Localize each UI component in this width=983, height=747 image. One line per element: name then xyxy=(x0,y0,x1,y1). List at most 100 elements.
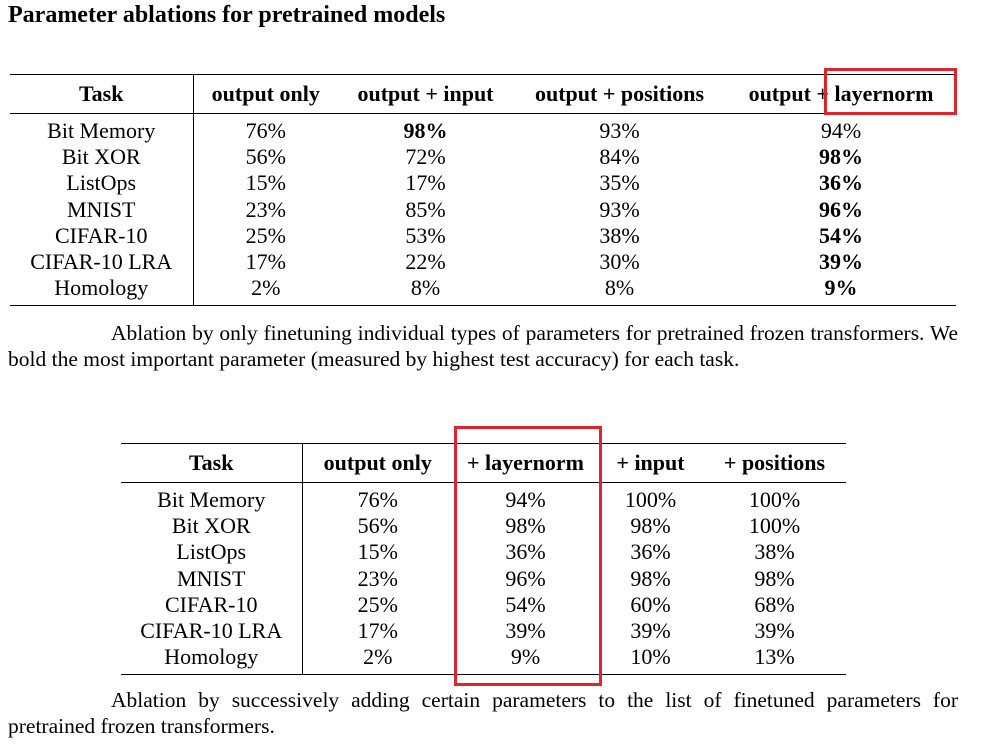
accuracy-cell: 100% xyxy=(624,487,677,512)
column-header-task: Task xyxy=(121,443,303,483)
accuracy-cell: 9% xyxy=(510,644,541,670)
accuracy-cell: 38% xyxy=(754,539,795,565)
task-name-cell: MNIST xyxy=(10,196,194,223)
accuracy-cell: 2% xyxy=(363,644,393,670)
accuracy-cell: 17% xyxy=(357,618,398,644)
column-header-output-positions: output + positions xyxy=(534,81,705,106)
accuracy-cell: 39% xyxy=(505,618,546,644)
table-row: Bit Memory 76% 98% 93% 94% xyxy=(10,113,956,145)
task-name-cell: ListOps xyxy=(121,539,303,566)
accuracy-cell: 98% xyxy=(754,565,795,591)
accuracy-cell: 76% xyxy=(357,487,398,512)
table-row: CIFAR-10 25% 54% 60% 68% xyxy=(121,591,846,619)
table-row: Bit XOR 56% 72% 84% 98% xyxy=(10,144,956,171)
table-row: CIFAR-10 LRA 17% 39% 39% 39% xyxy=(121,618,846,645)
accuracy-cell: 8% xyxy=(410,275,441,301)
accuracy-cell: 25% xyxy=(245,222,286,248)
accuracy-cell: 96% xyxy=(819,196,863,222)
accuracy-cell: 98% xyxy=(505,513,546,539)
accuracy-cell: 56% xyxy=(357,513,398,539)
accuracy-cell: 10% xyxy=(630,644,671,670)
accuracy-cell: 38% xyxy=(599,222,640,248)
accuracy-cell: 93% xyxy=(599,196,640,222)
accuracy-cell: 30% xyxy=(599,249,640,275)
table-header-row: Task output only + layernorm + input + p… xyxy=(121,443,846,483)
accuracy-cell: 35% xyxy=(599,170,640,196)
accuracy-cell: 22% xyxy=(405,249,446,275)
accuracy-cell: 9% xyxy=(824,275,858,301)
task-name-cell: Bit XOR xyxy=(10,144,194,171)
column-header-layernorm: + layernorm xyxy=(466,450,584,475)
table-row: Homology 2% 9% 10% 13% xyxy=(121,644,846,675)
accuracy-cell: 85% xyxy=(405,196,446,222)
table-row: Bit Memory 76% 94% 100% 100% xyxy=(121,482,846,514)
accuracy-cell: 13% xyxy=(754,644,795,670)
table-row: ListOps 15% 36% 36% 38% xyxy=(121,539,846,566)
accuracy-cell: 94% xyxy=(820,118,862,143)
accuracy-cell: 23% xyxy=(245,196,286,222)
accuracy-cell: 93% xyxy=(599,118,640,143)
accuracy-cell: 39% xyxy=(754,618,795,644)
accuracy-cell: 84% xyxy=(599,144,640,170)
table-row: CIFAR-10 LRA 17% 22% 30% 39% xyxy=(10,249,956,276)
task-name-cell: CIFAR-10 LRA xyxy=(10,249,194,276)
table-row: MNIST 23% 96% 98% 98% xyxy=(121,565,846,592)
ablation-table-individual: Task output only output + input output +… xyxy=(10,74,956,306)
highlight-box-layernorm-column xyxy=(454,426,602,686)
accuracy-cell: 68% xyxy=(754,591,795,617)
table-caption: Ablation by successively adding certain … xyxy=(8,688,958,738)
table-row: Homology 2% 8% 8% 9% xyxy=(10,275,956,306)
accuracy-cell: 36% xyxy=(630,539,671,565)
accuracy-cell: 15% xyxy=(357,539,398,565)
accuracy-cell: 56% xyxy=(245,144,286,170)
accuracy-cell: 98% xyxy=(403,118,448,143)
accuracy-cell: 2% xyxy=(251,275,281,301)
column-header-output-layernorm: output + layernorm xyxy=(748,81,934,106)
table-row: Bit XOR 56% 98% 98% 100% xyxy=(121,513,846,540)
table-row: MNIST 23% 85% 93% 96% xyxy=(10,196,956,223)
task-name-cell: ListOps xyxy=(10,170,194,197)
accuracy-cell: 100% xyxy=(748,513,801,539)
accuracy-cell: 36% xyxy=(819,170,863,196)
task-name-cell: MNIST xyxy=(121,565,303,592)
accuracy-cell: 60% xyxy=(630,591,671,617)
accuracy-cell: 98% xyxy=(630,513,671,539)
accuracy-cell: 15% xyxy=(245,170,286,196)
table-row: CIFAR-10 25% 53% 38% 54% xyxy=(10,222,956,250)
highlight-box-layernorm-header xyxy=(824,68,957,115)
task-name-cell: CIFAR-10 xyxy=(121,591,303,619)
column-header-output-only: output only xyxy=(211,81,320,106)
accuracy-cell: 17% xyxy=(245,249,286,275)
ablation-table-successive: Task output only + layernorm + input + p… xyxy=(121,443,846,675)
accuracy-cell: 53% xyxy=(405,222,446,248)
accuracy-cell: 96% xyxy=(505,565,546,591)
task-name-cell: Homology xyxy=(10,275,194,306)
accuracy-cell: 100% xyxy=(748,487,801,512)
accuracy-cell: 25% xyxy=(357,591,398,617)
task-name-cell: CIFAR-10 xyxy=(10,222,194,250)
accuracy-cell: 54% xyxy=(819,222,863,248)
accuracy-cell: 98% xyxy=(630,565,671,591)
column-header-output-input: output + input xyxy=(357,81,494,106)
page-title: Parameter ablations for pretrained model… xyxy=(8,2,446,28)
column-header-task: Task xyxy=(10,74,194,114)
accuracy-cell: 98% xyxy=(819,144,863,170)
task-name-cell: Bit Memory xyxy=(121,482,303,514)
table-header-row: Task output only output + input output +… xyxy=(10,74,956,114)
column-header-input: + input xyxy=(616,450,685,475)
accuracy-cell: 39% xyxy=(630,618,671,644)
task-name-cell: CIFAR-10 LRA xyxy=(121,618,303,645)
accuracy-cell: 94% xyxy=(505,487,546,512)
table-row: ListOps 15% 17% 35% 36% xyxy=(10,170,956,197)
task-name-cell: Bit Memory xyxy=(10,113,194,145)
accuracy-cell: 72% xyxy=(405,144,446,170)
accuracy-cell: 54% xyxy=(505,591,546,617)
accuracy-cell: 23% xyxy=(357,565,398,591)
task-name-cell: Bit XOR xyxy=(121,513,303,540)
accuracy-cell: 39% xyxy=(819,249,863,275)
accuracy-cell: 36% xyxy=(505,539,546,565)
column-header-positions: + positions xyxy=(723,450,826,475)
column-header-output-only: output only xyxy=(323,450,432,475)
accuracy-cell: 76% xyxy=(245,118,286,143)
task-name-cell: Homology xyxy=(121,644,303,675)
